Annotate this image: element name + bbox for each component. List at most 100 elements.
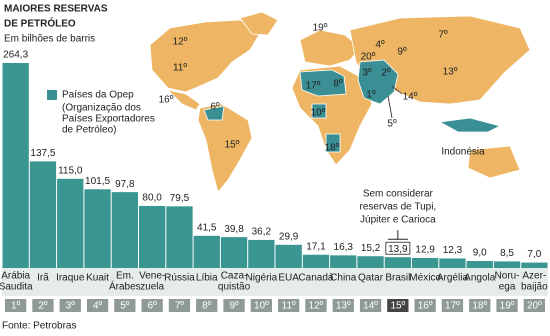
x-tick-label: Caza- [221,271,248,282]
map-label: 19º [313,23,328,34]
map-label: 2º [381,68,391,79]
bar [248,239,275,268]
bar [111,192,138,268]
map-label: 9º [397,47,407,58]
rank-label: 12º [309,301,324,312]
rank-label: 19º [500,301,515,312]
rank-badge [414,299,436,312]
x-tick-label: Vene- [139,271,165,282]
legend-swatch [47,90,57,100]
rank-badge [59,299,81,312]
nigeria [311,103,327,119]
x-tick-label: Arábia [1,271,30,282]
x-tick-label: Árabes [109,280,141,293]
bar [220,237,248,268]
rank-label: 18º [472,301,487,312]
map-label: 18º [325,143,340,154]
value-label: 137,5 [30,148,55,159]
map-label: Indonésia [441,147,485,158]
rank-label: 13º [336,301,351,312]
value-label: 101,5 [85,176,110,187]
bar [84,189,111,268]
rank-label: 8º [202,301,212,312]
map-label: 20º [361,52,376,63]
map-label: 3º [362,68,372,79]
middle-east [357,59,399,105]
legend-note: (Organização dos [62,103,141,114]
australia [467,145,521,179]
chart-title: MAIORES RESERVAS [4,4,108,15]
value-label-box [385,241,411,255]
x-tick-label: Em. [116,271,134,282]
bar [193,235,220,268]
rank-label: 7º [175,301,185,312]
value-label: 7,0 [527,249,541,260]
rank-badge [332,299,354,312]
rank-badge [168,299,191,312]
map-label: 8º [333,79,343,90]
bar [357,256,384,268]
bar [139,205,166,268]
bar [29,161,57,268]
bar [275,244,302,268]
indonesia [438,117,502,133]
rank-badge [250,299,272,312]
bar [466,261,493,268]
map-label: 4º [375,40,385,51]
rank-label: 11º [282,301,296,312]
x-tick-label: Azer- [522,271,546,282]
rank-badge [278,299,300,312]
map-label: 6º [210,102,220,113]
value-label: 8,5 [500,248,514,259]
value-label: 9,0 [473,248,487,259]
mexico [166,89,201,111]
value-label: 264,3 [3,50,28,61]
rank-label: 16º [418,301,433,312]
bar [384,257,411,268]
x-tick-label: Iraque [56,273,85,284]
bar [521,262,548,268]
world-map [149,11,531,193]
rank-badge [223,299,245,312]
rank-badge [32,299,54,312]
rank-badge [469,299,491,312]
angola [325,133,341,153]
legend-note: Países Exportadores [62,114,155,125]
legend-note: de Petróleo) [62,125,116,136]
north-america [149,19,263,93]
x-tick-label: Canadá [298,273,333,284]
rank-badge [523,299,545,312]
rank-badge [359,299,382,312]
bar [439,258,466,268]
rank-label: 4º [93,301,103,312]
rank-label: 15º [390,301,405,312]
map-label: 16º [159,95,174,106]
x-tick-label: EUA [278,273,299,284]
bar [166,206,193,268]
rank-label: 1º [11,301,21,312]
map-label: 17º [306,81,321,92]
value-label: 12,9 [415,245,435,256]
rank-label: 5º [120,301,130,312]
map-label: 11º [173,63,187,74]
x-tick-label: México [409,273,441,284]
value-label: 17,1 [306,241,326,252]
x-tick-label: Nigéria [246,273,278,284]
x-tick-label: Qatar [358,273,384,284]
bar [302,254,330,268]
map-label: 5º [387,119,397,130]
x-tick-label: Noru- [495,271,520,282]
rank-label: 9º [229,301,239,312]
x-tick-label: Rússia [164,273,195,284]
x-tick-label: Kuait [86,273,109,284]
x-tick-label: Argélia [437,273,469,284]
value-label: 16,3 [334,242,354,253]
value-label: 29,9 [279,231,299,242]
map-label: 7º [438,30,448,41]
map-label: 15º [225,140,240,151]
rank-label: 17º [445,301,460,312]
bar [57,178,84,268]
annotation: Sem considerar [363,189,434,200]
